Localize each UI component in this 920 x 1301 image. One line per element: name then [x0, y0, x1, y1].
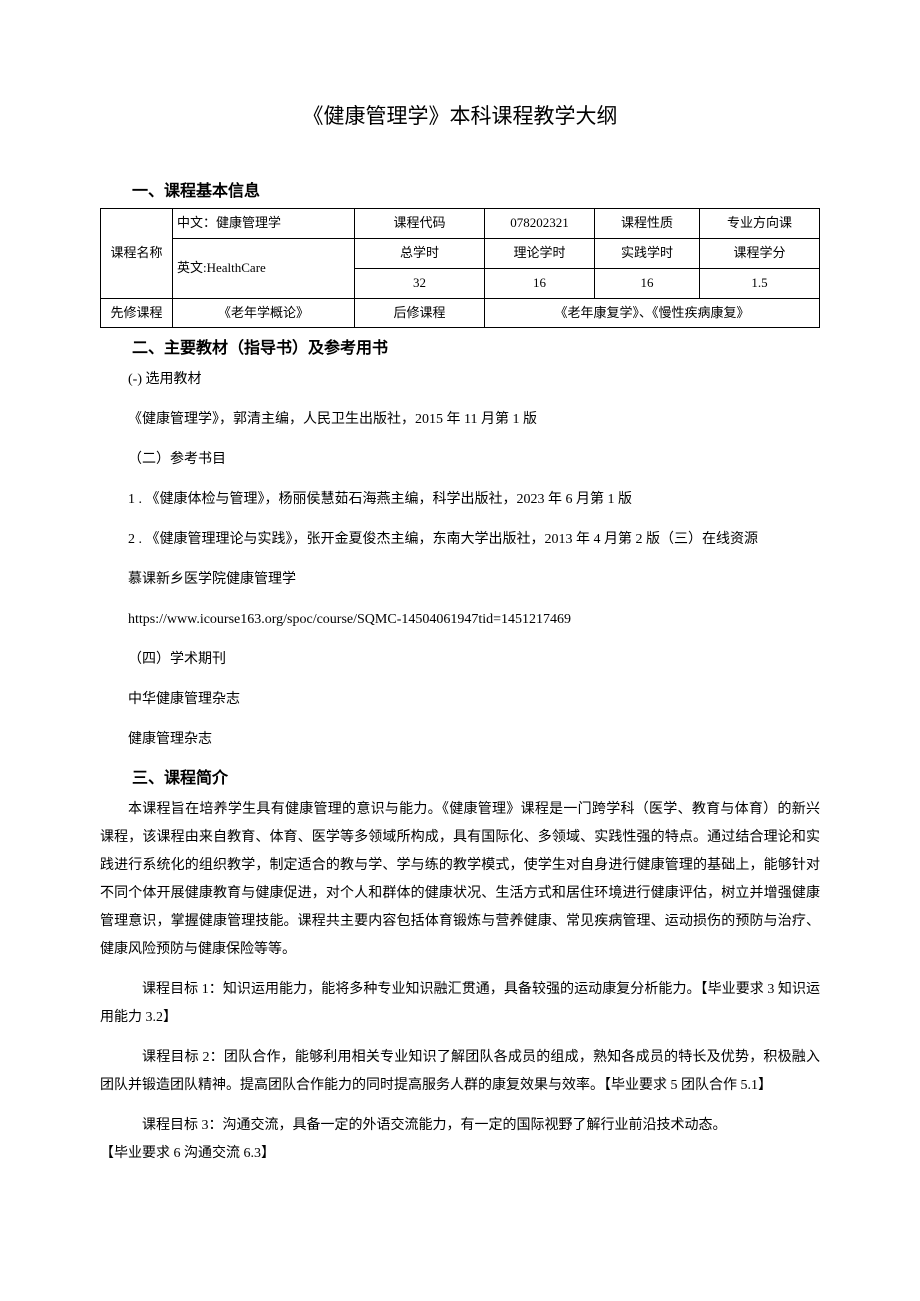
reference-item1: 1 . 《健康体检与管理》，杨丽侯慧茹石海燕主编，科学出版社，2023 年 6 …: [100, 486, 820, 514]
journal-label: （四）学术期刊: [100, 646, 820, 674]
section2-heading: 二、主要教材（指导书）及参考用书: [100, 336, 820, 362]
reference-item2: 2 . 《健康管理理论与实践》，张开金夏俊杰主编，东南大学出版社，2013 年 …: [100, 526, 820, 554]
document-title: 《健康管理学》本科课程教学大纲: [100, 100, 820, 134]
cell-total-hours-value: 32: [355, 268, 485, 298]
journal-item2: 健康管理杂志: [100, 726, 820, 754]
cell-practice-hours-value: 16: [595, 268, 700, 298]
table-row: 课程名称 中文：健康管理学 课程代码 078202321 课程性质 专业方向课: [101, 209, 820, 239]
course-goal-3-line1: 课程目标 3：沟通交流，具备一定的外语交流能力，有一定的国际视野了解行业前沿技术…: [100, 1112, 820, 1140]
course-goal-3-line2: 【毕业要求 6 沟通交流 6.3】: [100, 1140, 820, 1168]
cell-prereq-label: 先修课程: [101, 298, 173, 328]
cell-total-hours-label: 总学时: [355, 238, 485, 268]
course-goal-3: 课程目标 3：沟通交流，具备一定的外语交流能力，有一定的国际视野了解行业前沿技术…: [100, 1112, 820, 1168]
cell-nature-label: 课程性质: [595, 209, 700, 239]
textbook-label: (-) 选用教材: [100, 366, 820, 394]
course-info-table: 课程名称 中文：健康管理学 课程代码 078202321 课程性质 专业方向课 …: [100, 208, 820, 328]
cell-postreq-value: 《老年康复学》、《慢性疾病康复》: [485, 298, 820, 328]
journal-item1: 中华健康管理杂志: [100, 686, 820, 714]
section1-heading: 一、课程基本信息: [100, 179, 820, 205]
cell-prereq-value: 《老年学概论》: [173, 298, 355, 328]
cell-theory-hours-value: 16: [485, 268, 595, 298]
cell-theory-hours-label: 理论学时: [485, 238, 595, 268]
cell-code-value: 078202321: [485, 209, 595, 239]
cell-name-en: 英文:HealthCare: [173, 238, 355, 298]
reference-label: （二）参考书目: [100, 446, 820, 474]
course-goal-1: 课程目标 1：知识运用能力，能将多种专业知识融汇贯通，具备较强的运动康复分析能力…: [100, 976, 820, 1032]
table-row: 英文:HealthCare 总学时 理论学时 实践学时 课程学分: [101, 238, 820, 268]
table-row: 先修课程 《老年学概论》 后修课程 《老年康复学》、《慢性疾病康复》: [101, 298, 820, 328]
section3-heading: 三、课程简介: [100, 766, 820, 792]
textbook-text: 《健康管理学》，郭清主编，人民卫生出版社，2015 年 11 月第 1 版: [100, 406, 820, 434]
cell-code-label: 课程代码: [355, 209, 485, 239]
cell-credit-label: 课程学分: [700, 238, 820, 268]
cell-practice-hours-label: 实践学时: [595, 238, 700, 268]
cell-name-cn: 中文：健康管理学: [173, 209, 355, 239]
course-intro: 本课程旨在培养学生具有健康管理的意识与能力。《健康管理》课程是一门跨学科（医学、…: [100, 796, 820, 964]
online-resource-text1: 慕课新乡医学院健康管理学: [100, 566, 820, 594]
course-goal-2: 课程目标 2：团队合作，能够利用相关专业知识了解团队各成员的组成，熟知各成员的特…: [100, 1044, 820, 1100]
cell-postreq-label: 后修课程: [355, 298, 485, 328]
cell-credit-value: 1.5: [700, 268, 820, 298]
online-resource-url: https://www.icourse163.org/spoc/course/S…: [100, 606, 820, 634]
cell-nature-value: 专业方向课: [700, 209, 820, 239]
cell-course-name-label: 课程名称: [101, 209, 173, 298]
